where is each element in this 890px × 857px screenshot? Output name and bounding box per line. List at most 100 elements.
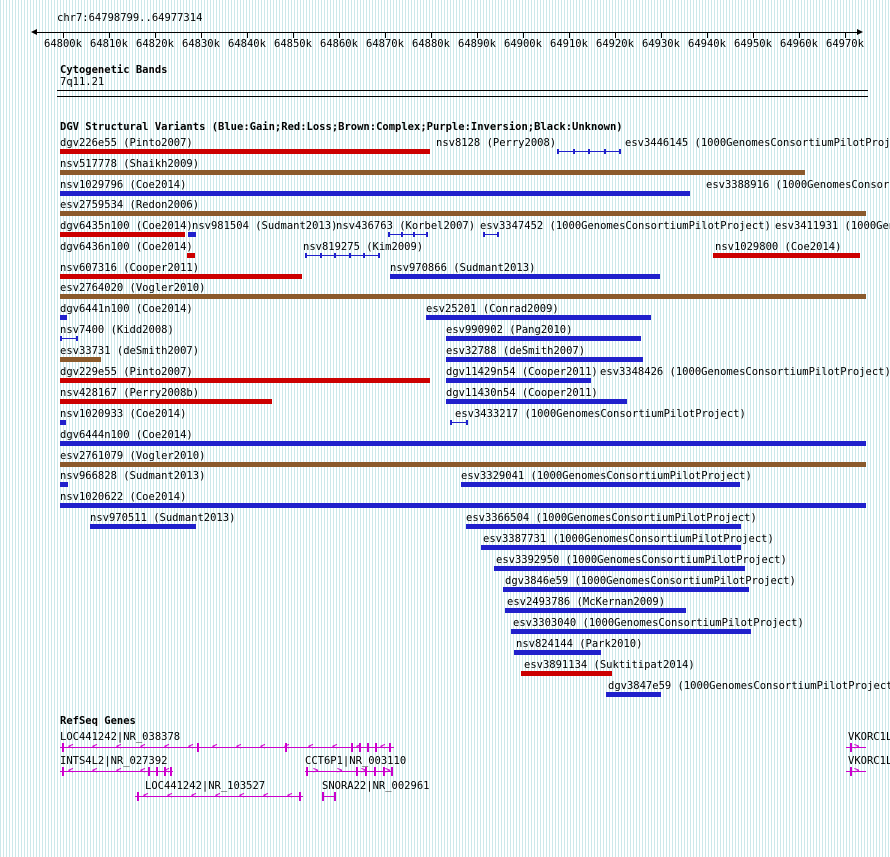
- variant-tick[interactable]: [349, 253, 351, 258]
- gene-exon[interactable]: [322, 792, 324, 801]
- variant-tick[interactable]: [466, 420, 468, 425]
- gene-label[interactable]: LOC441242|NR_103527: [145, 780, 266, 792]
- variant-label[interactable]: esv33731 (deSmith2007): [60, 345, 200, 357]
- variant-bar[interactable]: [60, 503, 866, 508]
- variant-label[interactable]: dgv11429n54 (Cooper2011): [446, 366, 598, 378]
- gene-line[interactable]: [305, 771, 393, 772]
- variant-line[interactable]: [388, 234, 428, 235]
- variant-label[interactable]: nsv981504 (Sudmant2013): [192, 220, 338, 232]
- variant-bar[interactable]: [60, 378, 430, 383]
- variant-label[interactable]: nsv517778 (Shaikh2009): [60, 158, 200, 170]
- variant-bar[interactable]: [60, 232, 185, 237]
- gene-exon[interactable]: [850, 767, 852, 776]
- variant-label[interactable]: esv3303040 (1000GenomesConsortiumPilotPr…: [513, 617, 804, 629]
- variant-bar[interactable]: [511, 629, 751, 634]
- variant-label[interactable]: nsv607316 (Cooper2011): [60, 262, 200, 274]
- gene-exon[interactable]: [148, 767, 150, 776]
- variant-tick[interactable]: [334, 253, 336, 258]
- variant-label[interactable]: dgv6441n100 (Coe2014): [60, 303, 193, 315]
- gene-exon[interactable]: [351, 743, 353, 752]
- variant-label[interactable]: esv3891134 (Suktitipat2014): [524, 659, 695, 671]
- gene-exon[interactable]: [164, 767, 166, 776]
- variant-line[interactable]: [450, 422, 468, 423]
- variant-label[interactable]: dgv11430n54 (Cooper2011): [446, 387, 598, 399]
- variant-bar[interactable]: [60, 399, 272, 404]
- variant-line[interactable]: [60, 338, 78, 339]
- variant-label[interactable]: esv32788 (deSmith2007): [446, 345, 586, 357]
- variant-label[interactable]: nsv966828 (Sudmant2013): [60, 470, 206, 482]
- variant-bar[interactable]: [446, 336, 641, 341]
- gene-exon[interactable]: [365, 767, 367, 776]
- gene-exon[interactable]: [850, 743, 852, 752]
- gene-exon[interactable]: [137, 792, 139, 801]
- gene-exon[interactable]: [197, 743, 199, 752]
- variant-bar[interactable]: [390, 274, 660, 279]
- variant-tick[interactable]: [305, 253, 307, 258]
- variant-label[interactable]: esv3411931 (1000GenomesConsortiumPilotPr…: [775, 220, 890, 232]
- variant-label[interactable]: esv3366504 (1000GenomesConsortiumPilotPr…: [466, 512, 757, 524]
- gene-line[interactable]: [135, 796, 303, 797]
- variant-label[interactable]: esv2759534 (Redon2006): [60, 199, 200, 211]
- variant-tick[interactable]: [76, 336, 78, 341]
- variant-tick[interactable]: [483, 232, 485, 237]
- variant-tick[interactable]: [413, 232, 415, 237]
- variant-label[interactable]: esv3392950 (1000GenomesConsortiumPilotPr…: [496, 554, 787, 566]
- variant-label[interactable]: nsv824144 (Park2010): [516, 638, 643, 650]
- gene-exon[interactable]: [389, 743, 391, 752]
- gene-exon[interactable]: [334, 792, 336, 801]
- gene-line[interactable]: [846, 747, 866, 748]
- variant-label[interactable]: dgv3846e59 (1000GenomesConsortiumPilotPr…: [505, 575, 796, 587]
- variant-label[interactable]: dgv229e55 (Pinto2007): [60, 366, 193, 378]
- variant-tick[interactable]: [450, 420, 452, 425]
- variant-box[interactable]: [60, 420, 66, 425]
- variant-label[interactable]: nsv1029800 (Coe2014): [715, 241, 842, 253]
- variant-tick[interactable]: [60, 336, 62, 341]
- variant-bar[interactable]: [60, 274, 302, 279]
- variant-bar[interactable]: [713, 253, 860, 258]
- gene-exon[interactable]: [299, 792, 301, 801]
- variant-tick[interactable]: [378, 253, 380, 258]
- variant-label[interactable]: esv3388916 (1000GenomesConsortiumPilotPr…: [706, 179, 890, 191]
- gene-exon[interactable]: [375, 743, 377, 752]
- gene-exon[interactable]: [359, 743, 361, 752]
- variant-label[interactable]: nsv428167 (Perry2008b): [60, 387, 200, 399]
- gene-exon[interactable]: [62, 767, 64, 776]
- gene-exon[interactable]: [356, 767, 358, 776]
- variant-tick[interactable]: [573, 149, 575, 154]
- variant-tick[interactable]: [497, 232, 499, 237]
- gene-exon[interactable]: [306, 767, 308, 776]
- variant-bar[interactable]: [60, 211, 866, 216]
- gene-exon[interactable]: [391, 767, 393, 776]
- variant-bar[interactable]: [60, 462, 866, 467]
- variant-label[interactable]: nsv819275 (Kim2009): [303, 241, 424, 253]
- variant-box[interactable]: [60, 315, 67, 320]
- variant-label[interactable]: dgv6444n100 (Coe2014): [60, 429, 193, 441]
- variant-bar[interactable]: [90, 524, 196, 529]
- gene-exon[interactable]: [374, 767, 376, 776]
- variant-tick[interactable]: [426, 232, 428, 237]
- variant-bar[interactable]: [446, 378, 591, 383]
- variant-label[interactable]: esv2493786 (McKernan2009): [507, 596, 666, 608]
- gene-exon[interactable]: [170, 767, 172, 776]
- variant-bar[interactable]: [461, 482, 740, 487]
- variant-label[interactable]: esv3347452 (1000GenomesConsortiumPilotPr…: [480, 220, 771, 232]
- variant-label[interactable]: esv2761079 (Vogler2010): [60, 450, 206, 462]
- variant-tick[interactable]: [401, 232, 403, 237]
- variant-tick[interactable]: [588, 149, 590, 154]
- gene-line[interactable]: [322, 796, 336, 797]
- gene-line[interactable]: [846, 771, 866, 772]
- variant-tick[interactable]: [557, 149, 559, 154]
- variant-label[interactable]: esv3433217 (1000GenomesConsortiumPilotPr…: [455, 408, 746, 420]
- variant-box[interactable]: [60, 482, 68, 487]
- variant-label[interactable]: esv25201 (Conrad2009): [426, 303, 559, 315]
- variant-bar[interactable]: [466, 524, 741, 529]
- gene-label[interactable]: VKORC1L1: [848, 731, 890, 743]
- variant-label[interactable]: nsv8128 (Perry2008): [436, 137, 557, 149]
- gene-label[interactable]: CCT6P1|NR_003110: [305, 755, 407, 767]
- variant-bar[interactable]: [60, 149, 430, 154]
- variant-bar[interactable]: [60, 441, 866, 446]
- variant-tick[interactable]: [619, 149, 621, 154]
- variant-label[interactable]: esv3348426 (1000GenomesConsortiumPilotPr…: [600, 366, 890, 378]
- variant-label[interactable]: nsv970511 (Sudmant2013): [90, 512, 236, 524]
- variant-bar[interactable]: [481, 545, 741, 550]
